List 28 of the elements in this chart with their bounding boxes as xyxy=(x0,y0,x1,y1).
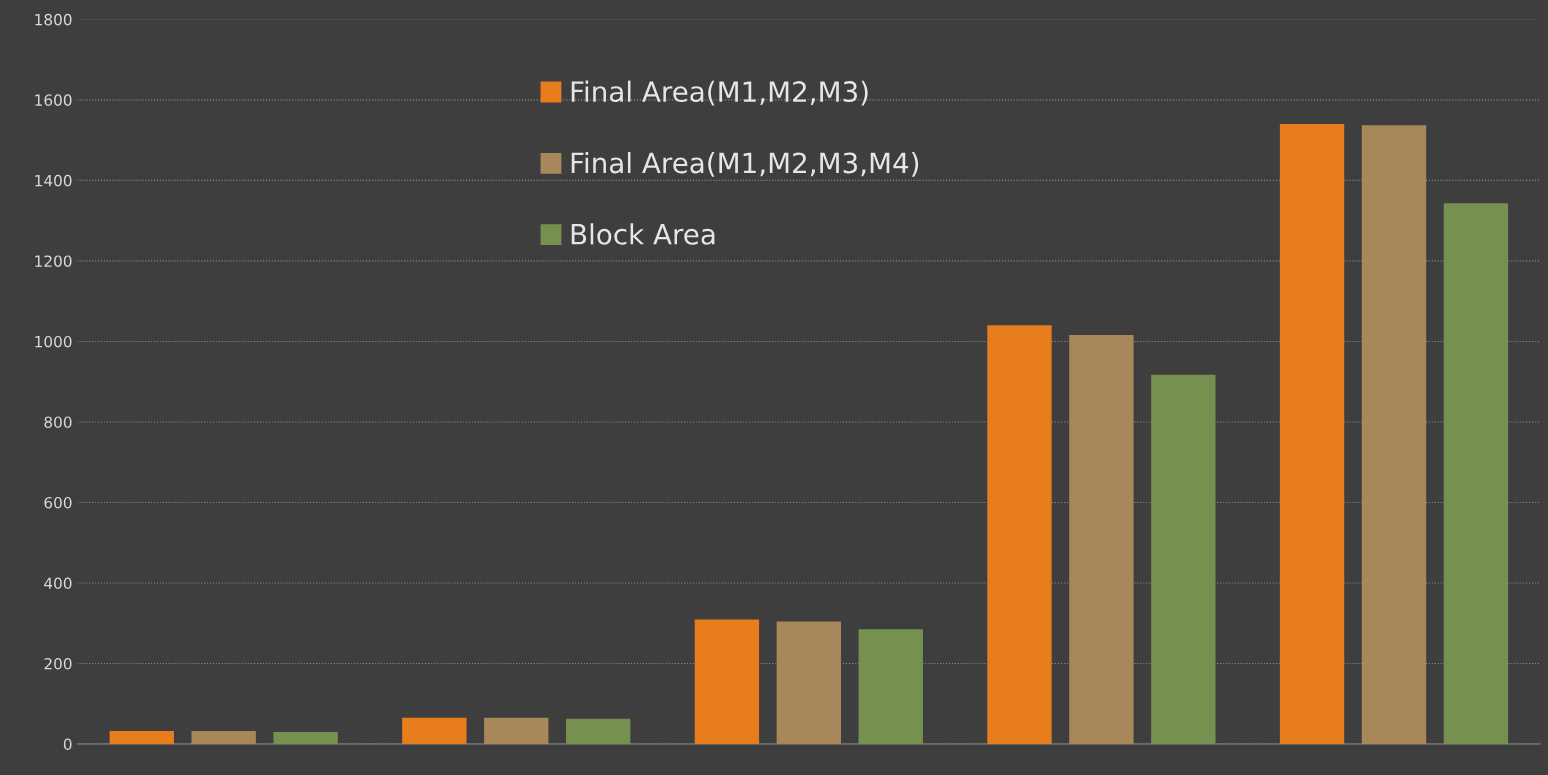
legend-label: Block Area xyxy=(571,223,715,245)
bar xyxy=(1443,203,1509,744)
y-tick-label: 0 xyxy=(63,738,72,751)
bar xyxy=(694,619,760,744)
y-tick-label: 1800 xyxy=(35,13,72,26)
bar xyxy=(1361,125,1427,744)
legend-label: Final Area(M1,M2,M3) xyxy=(571,80,868,106)
y-tick-label: 800 xyxy=(44,416,72,428)
y-tick-label: 1600 xyxy=(35,94,72,106)
bar xyxy=(987,325,1052,744)
y-tick-label: 600 xyxy=(44,496,72,509)
y-tick-label: 400 xyxy=(44,577,72,589)
y-tick-label: 1200 xyxy=(35,255,72,267)
bar xyxy=(1069,334,1134,744)
legend-label: Final Area(M1,M2,M3,M4) xyxy=(571,151,919,177)
y-tick-label: 1400 xyxy=(35,174,72,187)
bar xyxy=(858,629,923,744)
y-tick-label: 1000 xyxy=(35,335,72,348)
bar xyxy=(191,731,256,744)
bar xyxy=(776,621,842,744)
bar xyxy=(484,717,549,744)
y-tick-label: 200 xyxy=(44,657,72,670)
bar xyxy=(402,717,467,744)
bar xyxy=(566,718,631,744)
bar xyxy=(273,731,338,744)
bar xyxy=(1151,374,1216,744)
bar xyxy=(1279,124,1345,744)
bar xyxy=(109,731,174,744)
